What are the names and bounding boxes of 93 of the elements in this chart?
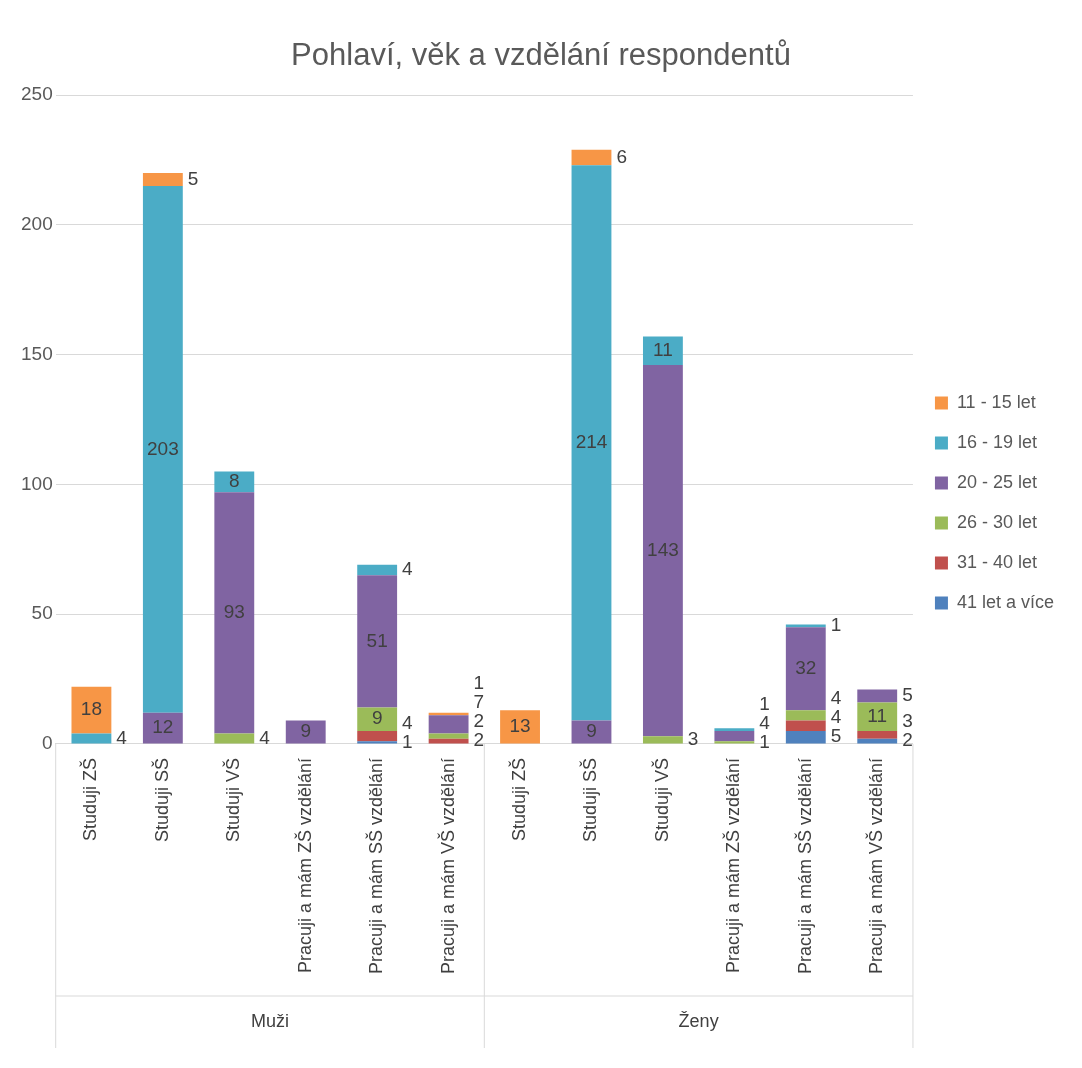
data-label: 5 — [830, 725, 842, 747]
bar — [214, 471, 255, 493]
bar — [357, 564, 398, 576]
bar — [714, 741, 755, 744]
x-tick-label: Studuji SŠ — [150, 757, 172, 842]
bar — [357, 730, 398, 742]
x-tick-label: Studuji SŠ — [579, 757, 601, 842]
data-label: 214 — [575, 431, 608, 453]
data-label: 9 — [586, 720, 597, 742]
x-tick-label: Pracuji a mám VŠ vzdělání — [865, 757, 887, 975]
data-label: 18 — [80, 698, 102, 720]
bar — [428, 715, 469, 734]
data-label: 9 — [300, 720, 312, 742]
data-label: 4 — [259, 726, 271, 748]
bar — [571, 149, 612, 166]
y-tick-label: 250 — [21, 83, 53, 105]
text: Ženy — [678, 1010, 719, 1031]
bar — [785, 720, 826, 731]
bar — [714, 730, 755, 742]
data-label: 5 — [902, 684, 913, 706]
bar — [785, 710, 826, 721]
data-label: 2 — [473, 729, 485, 751]
bar — [142, 173, 183, 187]
bar — [714, 728, 755, 731]
data-label: 4 — [830, 706, 842, 728]
x-tick-label: Studuji VŠ — [650, 757, 672, 842]
bar — [142, 186, 183, 713]
data-label: 4 — [116, 726, 128, 748]
bar — [571, 165, 612, 721]
data-label: 143 — [647, 538, 679, 560]
data-label: 4 — [402, 558, 414, 580]
legend-label: 41 let a více — [956, 591, 1054, 612]
data-label: 2 — [902, 729, 913, 751]
bar — [357, 575, 398, 708]
chart-title: Pohlaví, věk a vzdělání respondentů — [291, 37, 791, 73]
bar — [357, 707, 398, 731]
data-label: 4 — [830, 687, 842, 709]
bar — [214, 492, 255, 734]
data-label: 9 — [371, 707, 383, 729]
bar — [857, 730, 898, 739]
x-tick-label: Pracuji a mám SŠ vzdělání — [365, 757, 387, 975]
bar — [357, 741, 398, 744]
text: Muži — [251, 1010, 290, 1031]
x-tick-label: Studuji VŠ — [222, 757, 244, 842]
bar — [642, 365, 683, 737]
bar — [71, 686, 112, 734]
legend-label: 26 - 30 let — [956, 511, 1037, 532]
data-label: 203 — [147, 437, 179, 459]
bar — [857, 702, 898, 731]
data-label: 1 — [759, 730, 770, 752]
data-label: 12 — [152, 716, 174, 738]
data-label: 51 — [366, 629, 388, 651]
legend-label: 31 - 40 let — [956, 551, 1037, 572]
y-tick-label: 150 — [21, 342, 53, 364]
data-label: 4 — [759, 711, 771, 733]
data-label: 32 — [795, 656, 817, 678]
x-tick-label: Pracuji a mám ZŠ vzdělání — [293, 757, 315, 973]
data-label: 11 — [653, 339, 673, 361]
legend-label: 16 - 19 let — [956, 431, 1037, 452]
bar — [785, 627, 826, 711]
bar — [214, 733, 255, 744]
y-tick-label: 100 — [21, 472, 53, 494]
x-tick-label: Studuji ZŠ — [508, 757, 530, 841]
data-label: 3 — [687, 728, 699, 749]
bar — [642, 736, 683, 744]
data-label: 4 — [402, 711, 414, 733]
x-tick-label: Studuji ZŠ — [79, 757, 101, 841]
data-label: 8 — [229, 470, 240, 492]
bar — [428, 733, 469, 739]
data-label: 1 — [402, 730, 413, 752]
x-tick-label: Pracuji a mám SŠ vzdělání — [793, 757, 815, 975]
legend-label: 11 - 15 let — [956, 391, 1036, 412]
x-tick-label: Pracuji a mám VŠ vzdělání — [436, 757, 458, 975]
data-label: 3 — [902, 710, 913, 732]
bar — [500, 710, 540, 744]
x-tick-label: Pracuji a mám ZŠ vzdělání — [722, 757, 744, 973]
data-label: 1 — [759, 692, 770, 714]
y-tick-label: 50 — [31, 602, 53, 624]
y-tick-label: 200 — [21, 213, 53, 235]
data-label: 11 — [867, 704, 888, 726]
y-tick-label: 0 — [42, 732, 53, 754]
bar — [857, 689, 898, 703]
data-label: 13 — [509, 715, 531, 737]
data-label: 1 — [473, 672, 485, 694]
bar — [785, 730, 826, 744]
data-label: 7 — [473, 691, 485, 713]
data-label: 1 — [830, 614, 842, 636]
data-label: 2 — [473, 710, 485, 732]
data-label: 5 — [187, 167, 199, 189]
legend-label: 20 - 25 let — [956, 471, 1037, 492]
bar — [71, 733, 112, 744]
data-label: 93 — [223, 601, 245, 623]
data-label: 6 — [616, 145, 627, 167]
